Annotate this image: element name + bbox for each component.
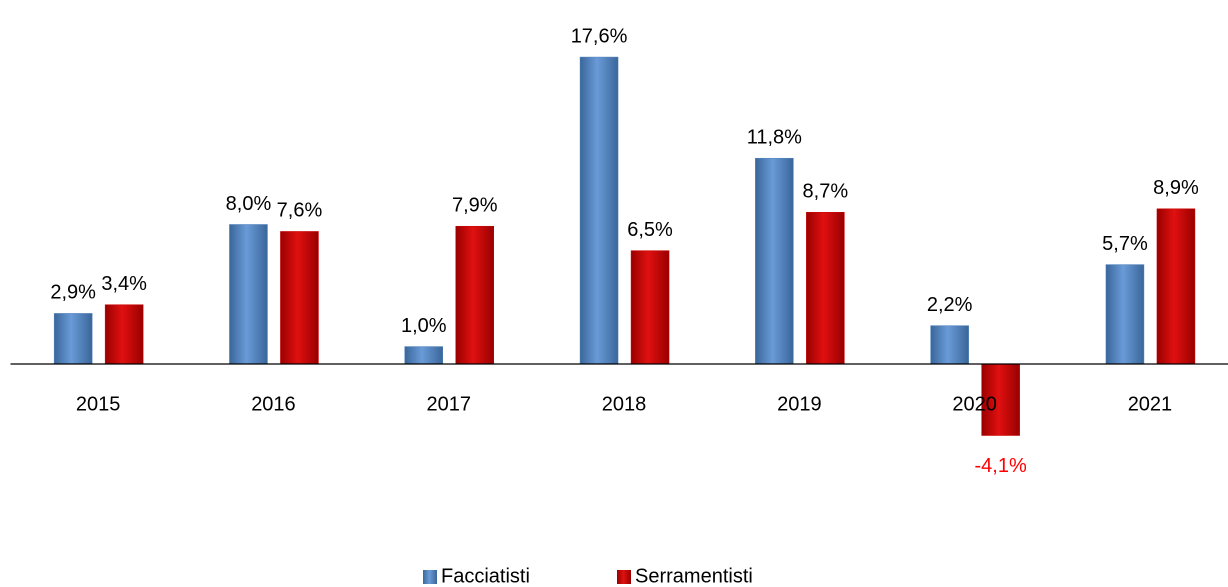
data-label: 8,0% [226,193,272,215]
bar [229,224,268,365]
bar [806,212,845,365]
bar [404,346,443,365]
x-tick-label: 2016 [251,393,296,415]
bar [981,363,1020,436]
data-label: 11,8% [747,126,802,148]
bar [1105,264,1145,365]
x-tick-label: 2018 [602,393,647,415]
data-label: 17,6% [571,25,628,47]
legend-label: Serramentisti [635,565,753,587]
bar [755,157,794,365]
x-tick-label: 2020 [952,393,997,415]
data-label: 7,9% [452,195,498,217]
legend-swatch [617,570,631,584]
data-label: 5,7% [1102,233,1148,255]
bar [930,325,969,365]
x-tick-label: 2015 [76,393,121,415]
data-label: -4,1% [975,455,1027,477]
data-label: 2,9% [50,282,96,304]
legend-label: Facciatisti [441,565,530,587]
data-label: 3,4% [101,273,147,295]
data-label: 8,7% [803,181,849,203]
x-tick-label: 2019 [777,393,822,415]
bar [579,56,619,365]
legend-swatch [423,570,437,584]
bar [630,250,670,365]
x-tick-label: 2021 [1128,393,1173,415]
bar [104,304,144,365]
data-label: 6,5% [627,219,673,241]
bar [280,231,319,365]
x-tick-label: 2017 [427,393,472,415]
bar [53,313,93,365]
data-label: 1,0% [401,315,447,337]
data-label: 8,9% [1153,177,1199,199]
data-label: 2,2% [927,294,973,316]
bar [1156,208,1196,365]
data-label: 7,6% [277,200,323,222]
bar [455,225,494,365]
